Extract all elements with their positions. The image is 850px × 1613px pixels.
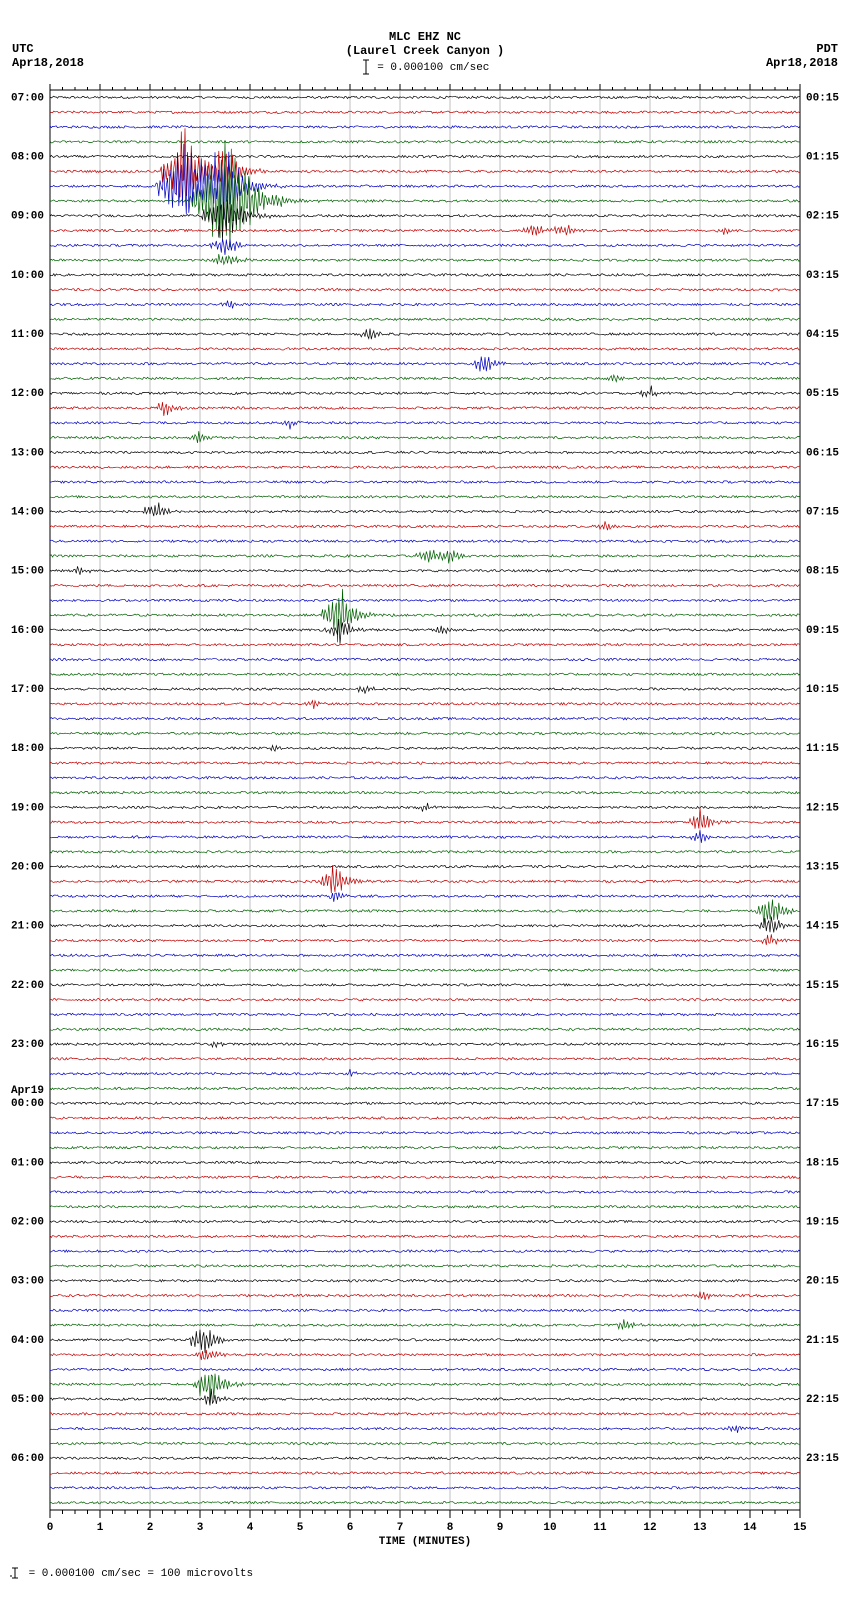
svg-text:03:00: 03:00 bbox=[11, 1276, 44, 1288]
right-tz: PDT bbox=[766, 42, 838, 56]
svg-text:02:00: 02:00 bbox=[11, 1217, 44, 1229]
svg-text:12: 12 bbox=[643, 1522, 656, 1534]
svg-text:04:00: 04:00 bbox=[11, 1335, 44, 1347]
svg-text:5: 5 bbox=[297, 1522, 304, 1534]
svg-text:00:15: 00:15 bbox=[806, 92, 839, 104]
svg-text:01:00: 01:00 bbox=[11, 1157, 44, 1169]
svg-text:09:00: 09:00 bbox=[11, 211, 44, 223]
svg-text:11:15: 11:15 bbox=[806, 743, 839, 755]
svg-text:14:15: 14:15 bbox=[806, 921, 839, 933]
svg-text:16:00: 16:00 bbox=[11, 625, 44, 637]
svg-text:13:15: 13:15 bbox=[806, 862, 839, 874]
scale-indicator: = 0.000100 cm/sec bbox=[0, 58, 850, 80]
svg-text:0: 0 bbox=[47, 1522, 54, 1534]
svg-text:19:00: 19:00 bbox=[11, 802, 44, 814]
svg-text:01:15: 01:15 bbox=[806, 152, 839, 164]
svg-text:12:00: 12:00 bbox=[11, 388, 44, 400]
svg-text:22:15: 22:15 bbox=[806, 1394, 839, 1406]
svg-text:11: 11 bbox=[593, 1522, 607, 1534]
svg-text:15:00: 15:00 bbox=[11, 566, 44, 578]
svg-text:3: 3 bbox=[197, 1522, 204, 1534]
svg-text:06:15: 06:15 bbox=[806, 447, 839, 459]
svg-text:10: 10 bbox=[543, 1522, 556, 1534]
svg-text:8: 8 bbox=[447, 1522, 454, 1534]
svg-text:22:00: 22:00 bbox=[11, 980, 44, 992]
svg-text:23:00: 23:00 bbox=[11, 1039, 44, 1051]
svg-text:05:00: 05:00 bbox=[11, 1394, 44, 1406]
svg-text:00:00: 00:00 bbox=[11, 1098, 44, 1110]
svg-text:23:15: 23:15 bbox=[806, 1453, 839, 1465]
svg-text:04:15: 04:15 bbox=[806, 329, 839, 341]
footer-text: = 0.000100 cm/sec = 100 microvolts bbox=[29, 1568, 253, 1580]
svg-text:10:00: 10:00 bbox=[11, 270, 44, 282]
svg-text:11:00: 11:00 bbox=[11, 329, 44, 341]
left-timezone-block: UTC Apr18,2018 bbox=[12, 42, 84, 70]
svg-text:13:00: 13:00 bbox=[11, 447, 44, 459]
seismogram-container: UTC Apr18,2018 PDT Apr18,2018 MLC EHZ NC… bbox=[0, 0, 850, 1560]
svg-text:02:15: 02:15 bbox=[806, 211, 839, 223]
svg-text:08:00: 08:00 bbox=[11, 152, 44, 164]
svg-text:9: 9 bbox=[497, 1522, 504, 1534]
svg-text:20:00: 20:00 bbox=[11, 862, 44, 874]
svg-text:18:15: 18:15 bbox=[806, 1157, 839, 1169]
svg-text:03:15: 03:15 bbox=[806, 270, 839, 282]
svg-text:14:00: 14:00 bbox=[11, 507, 44, 519]
svg-text:10:15: 10:15 bbox=[806, 684, 839, 696]
svg-text:13: 13 bbox=[693, 1522, 707, 1534]
svg-text:08:15: 08:15 bbox=[806, 566, 839, 578]
station-title: MLC EHZ NC bbox=[0, 0, 850, 44]
svg-text:09:15: 09:15 bbox=[806, 625, 839, 637]
svg-text:Apr19: Apr19 bbox=[11, 1085, 44, 1097]
svg-text:20:15: 20:15 bbox=[806, 1276, 839, 1288]
helicorder-plot: 07:00 08:00 09:00 10:00 11:00 12:00 13:00 14:00… bbox=[0, 80, 850, 1560]
svg-text:14: 14 bbox=[743, 1522, 757, 1534]
svg-text:21:00: 21:00 bbox=[11, 921, 44, 933]
svg-text:07:00: 07:00 bbox=[11, 92, 44, 104]
right-timezone-block: PDT Apr18,2018 bbox=[766, 42, 838, 70]
svg-text:07:15: 07:15 bbox=[806, 507, 839, 519]
svg-text:15:15: 15:15 bbox=[806, 980, 839, 992]
svg-text:19:15: 19:15 bbox=[806, 1217, 839, 1229]
svg-text:06:00: 06:00 bbox=[11, 1453, 44, 1465]
left-date: Apr18,2018 bbox=[12, 56, 84, 70]
svg-text:1: 1 bbox=[97, 1522, 104, 1534]
svg-text:16:15: 16:15 bbox=[806, 1039, 839, 1051]
scale-label: = 0.000100 cm/sec bbox=[377, 62, 489, 74]
svg-text:17:15: 17:15 bbox=[806, 1098, 839, 1110]
svg-text:7: 7 bbox=[397, 1522, 404, 1534]
footer-scale: = 0.000100 cm/sec = 100 microvolts bbox=[0, 1560, 850, 1580]
svg-text:18:00: 18:00 bbox=[11, 743, 44, 755]
svg-text:TIME (MINUTES): TIME (MINUTES) bbox=[379, 1536, 471, 1548]
svg-text:6: 6 bbox=[347, 1522, 354, 1534]
svg-text:21:15: 21:15 bbox=[806, 1335, 839, 1347]
svg-text:05:15: 05:15 bbox=[806, 388, 839, 400]
svg-text:17:00: 17:00 bbox=[11, 684, 44, 696]
left-tz: UTC bbox=[12, 42, 84, 56]
svg-text:12:15: 12:15 bbox=[806, 802, 839, 814]
right-date: Apr18,2018 bbox=[766, 56, 838, 70]
svg-text:4: 4 bbox=[247, 1522, 254, 1534]
svg-text:15: 15 bbox=[793, 1522, 807, 1534]
svg-text:2: 2 bbox=[147, 1522, 154, 1534]
station-subtitle: (Laurel Creek Canyon ) bbox=[0, 44, 850, 58]
